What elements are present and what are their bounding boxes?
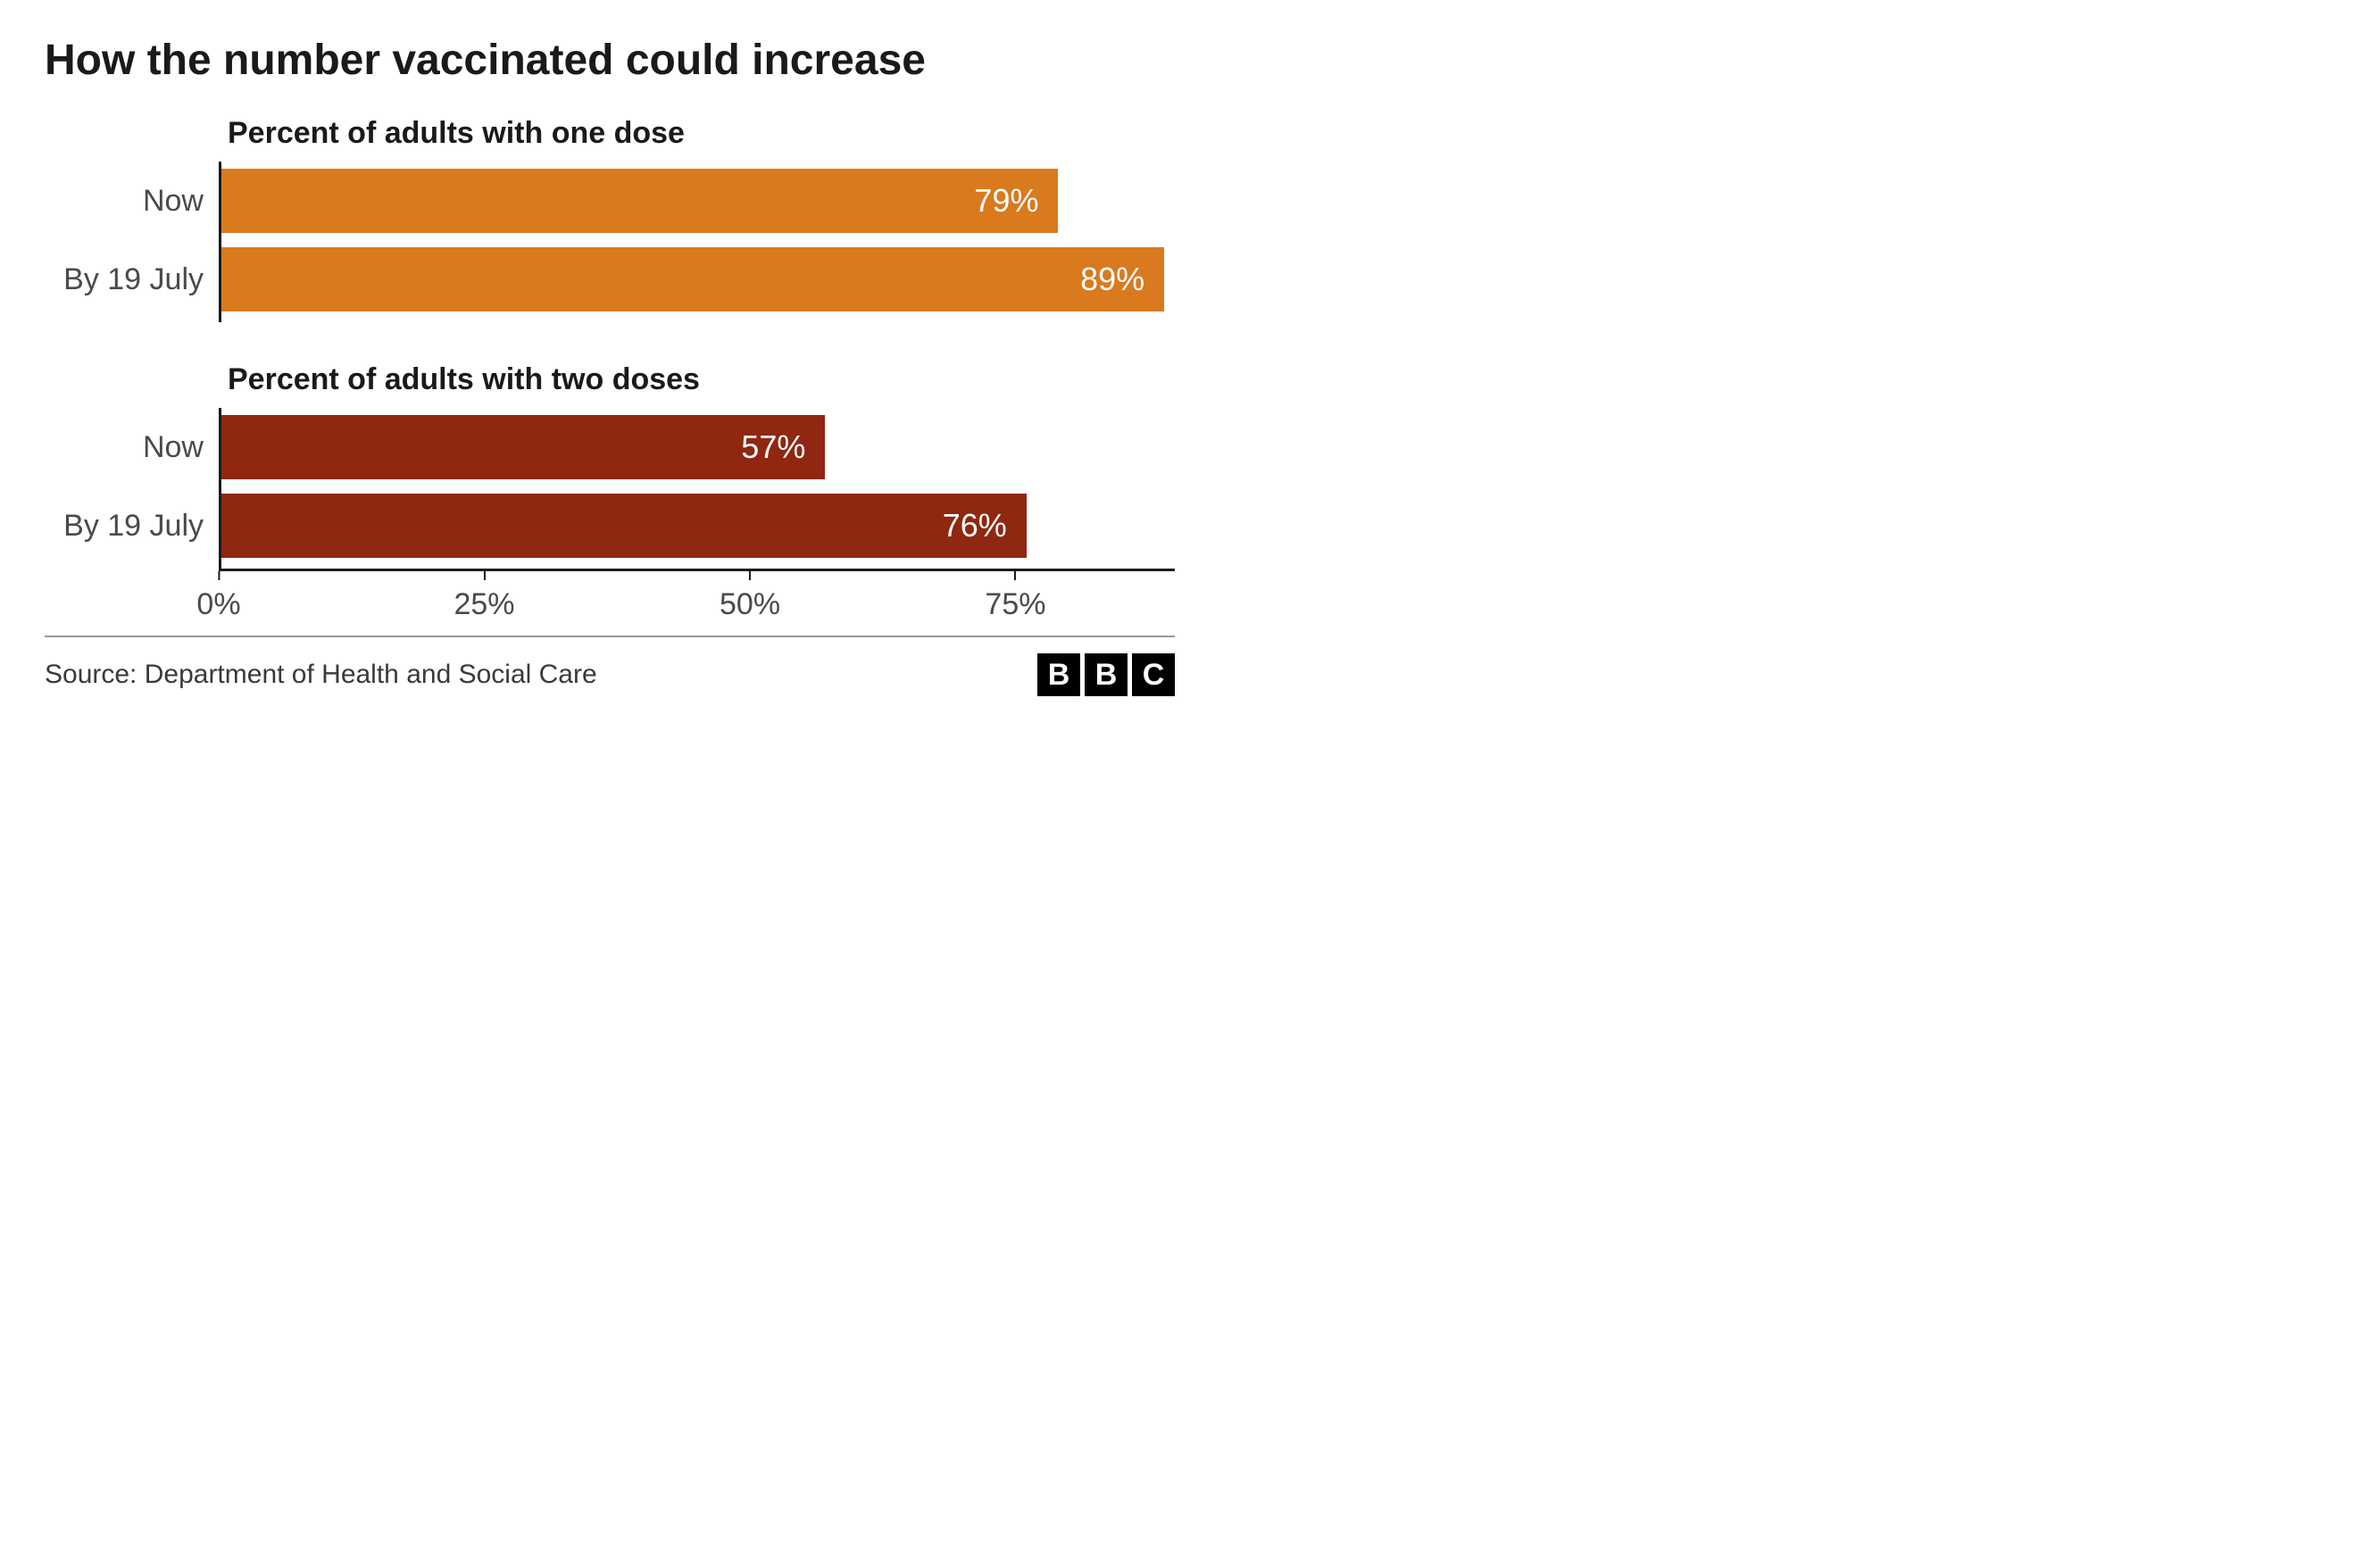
group-title: Percent of adults with one dose xyxy=(228,116,1175,151)
bbc-logo-block: B xyxy=(1085,653,1128,696)
bar-row: By 19 July76% xyxy=(221,494,1175,558)
bar-row: By 19 July89% xyxy=(221,247,1175,312)
x-axis: 0%25%50%75% xyxy=(219,569,1175,622)
bar-value-label: 79% xyxy=(974,182,1038,220)
bar-category-label: By 19 July xyxy=(63,262,204,297)
tick-mark xyxy=(484,571,486,580)
bar-value-label: 57% xyxy=(741,428,805,466)
chart-footer: Source: Department of Health and Social … xyxy=(45,636,1175,696)
x-axis-tick: 50% xyxy=(720,571,780,622)
chart-title: How the number vaccinated could increase xyxy=(45,36,1175,85)
group-title: Percent of adults with two doses xyxy=(228,362,1175,397)
chart-group: Percent of adults with two doses Now57% By… xyxy=(219,362,1175,569)
bar: 76% xyxy=(221,494,1027,558)
bar: 79% xyxy=(221,169,1058,233)
tick-label: 0% xyxy=(196,587,240,622)
x-axis-tick: 0% xyxy=(196,571,240,622)
bars-container: Now79% By 19 July89% xyxy=(219,162,1175,322)
bar-row: Now79% xyxy=(221,169,1175,233)
x-axis-tick: 25% xyxy=(454,571,514,622)
tick-label: 25% xyxy=(454,587,514,622)
bar: 57% xyxy=(221,415,825,479)
chart-group: Percent of adults with one dose Now79% By … xyxy=(219,116,1175,322)
tick-mark xyxy=(749,571,751,580)
source-text: Source: Department of Health and Social … xyxy=(45,660,597,690)
bar-value-label: 89% xyxy=(1080,261,1144,298)
bar-row: Now57% xyxy=(221,415,1175,479)
chart-area: Percent of adults with one doseNow79%By … xyxy=(45,116,1175,569)
tick-label: 75% xyxy=(985,587,1045,622)
bbc-logo-block: C xyxy=(1132,653,1175,696)
bar-category-label: By 19 July xyxy=(63,509,204,544)
bar-value-label: 76% xyxy=(943,507,1007,544)
x-axis-tick: 75% xyxy=(985,571,1045,622)
tick-label: 50% xyxy=(720,587,780,622)
tick-mark xyxy=(218,571,220,580)
bars-container: Now57% By 19 July76% xyxy=(219,408,1175,569)
tick-mark xyxy=(1014,571,1016,580)
bbc-logo: BBC xyxy=(1037,653,1175,696)
bar-category-label: Now xyxy=(143,184,204,219)
bbc-logo-block: B xyxy=(1037,653,1080,696)
bar: 89% xyxy=(221,247,1164,312)
bar-category-label: Now xyxy=(143,430,204,465)
